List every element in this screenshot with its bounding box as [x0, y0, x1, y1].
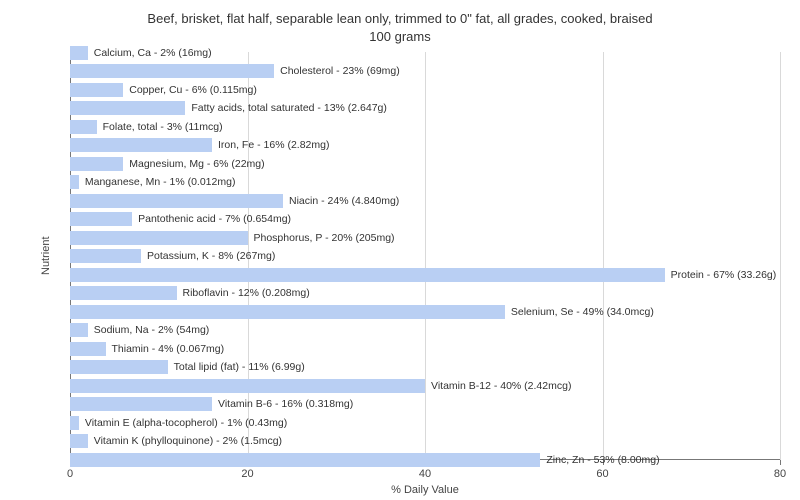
bar-label: Protein - 67% (33.26g) [671, 268, 777, 282]
chart-title-line1: Beef, brisket, flat half, separable lean… [147, 11, 652, 26]
bar-row: Zinc, Zn - 53% (8.00mg) [70, 453, 780, 467]
bar-label: Calcium, Ca - 2% (16mg) [94, 46, 212, 60]
bar [70, 323, 88, 337]
bar [70, 138, 212, 152]
bar-row: Calcium, Ca - 2% (16mg) [70, 46, 780, 60]
bar [70, 64, 274, 78]
bar-label: Folate, total - 3% (11mcg) [103, 120, 223, 134]
bar-label: Pantothenic acid - 7% (0.654mg) [138, 212, 291, 226]
bar-label: Total lipid (fat) - 11% (6.99g) [174, 360, 305, 374]
bar [70, 212, 132, 226]
bar-label: Potassium, K - 8% (267mg) [147, 249, 275, 263]
bar [70, 175, 79, 189]
nutrient-bar-chart: Beef, brisket, flat half, separable lean… [0, 0, 800, 500]
bar-label: Vitamin E (alpha-tocopherol) - 1% (0.43m… [85, 416, 287, 430]
bar-row: Pantothenic acid - 7% (0.654mg) [70, 212, 780, 226]
bar-row: Folate, total - 3% (11mcg) [70, 120, 780, 134]
bar [70, 286, 177, 300]
bar-label: Cholesterol - 23% (69mg) [280, 64, 400, 78]
bar-label: Zinc, Zn - 53% (8.00mg) [546, 453, 659, 467]
bar [70, 268, 665, 282]
bar-label: Copper, Cu - 6% (0.115mg) [129, 83, 257, 97]
bar [70, 453, 540, 467]
bar-label: Manganese, Mn - 1% (0.012mg) [85, 175, 236, 189]
bar-label: Fatty acids, total saturated - 13% (2.64… [191, 101, 387, 115]
x-tick-label: 40 [419, 468, 431, 480]
bar [70, 249, 141, 263]
bar-row: Thiamin - 4% (0.067mg) [70, 342, 780, 356]
bar-row: Vitamin E (alpha-tocopherol) - 1% (0.43m… [70, 416, 780, 430]
chart-title: Beef, brisket, flat half, separable lean… [0, 10, 800, 45]
bar [70, 434, 88, 448]
bar-row: Potassium, K - 8% (267mg) [70, 249, 780, 263]
x-tick-label: 0 [67, 468, 73, 480]
x-tick-label: 80 [774, 468, 786, 480]
bar [70, 157, 123, 171]
bar-label: Riboflavin - 12% (0.208mg) [183, 286, 310, 300]
bar-row: Selenium, Se - 49% (34.0mcg) [70, 305, 780, 319]
bar-row: Vitamin B-12 - 40% (2.42mcg) [70, 379, 780, 393]
bar [70, 46, 88, 60]
x-tick-label: 20 [241, 468, 253, 480]
grid-line [780, 52, 781, 460]
bar-row: Vitamin B-6 - 16% (0.318mg) [70, 397, 780, 411]
chart-title-line2: 100 grams [369, 29, 430, 44]
bar-row: Vitamin K (phylloquinone) - 2% (1.5mcg) [70, 434, 780, 448]
x-axis-label: % Daily Value [70, 484, 780, 496]
bar-row: Protein - 67% (33.26g) [70, 268, 780, 282]
bar [70, 397, 212, 411]
bar-row: Total lipid (fat) - 11% (6.99g) [70, 360, 780, 374]
bar [70, 342, 106, 356]
bar [70, 305, 505, 319]
plot-area: % Daily Value 020406080Calcium, Ca - 2% … [70, 52, 780, 460]
bar-row: Sodium, Na - 2% (54mg) [70, 323, 780, 337]
bar-row: Copper, Cu - 6% (0.115mg) [70, 83, 780, 97]
bar-row: Magnesium, Mg - 6% (22mg) [70, 157, 780, 171]
bar-label: Thiamin - 4% (0.067mg) [112, 342, 225, 356]
bar-row: Niacin - 24% (4.840mg) [70, 194, 780, 208]
bar [70, 194, 283, 208]
bar-label: Vitamin K (phylloquinone) - 2% (1.5mcg) [94, 434, 282, 448]
bar-label: Vitamin B-6 - 16% (0.318mg) [218, 397, 353, 411]
bar [70, 231, 248, 245]
bar-label: Sodium, Na - 2% (54mg) [94, 323, 210, 337]
bar-label: Iron, Fe - 16% (2.82mg) [218, 138, 329, 152]
x-tick-label: 60 [596, 468, 608, 480]
bar [70, 101, 185, 115]
bar-row: Phosphorus, P - 20% (205mg) [70, 231, 780, 245]
bar-row: Iron, Fe - 16% (2.82mg) [70, 138, 780, 152]
bar-label: Selenium, Se - 49% (34.0mcg) [511, 305, 654, 319]
bar [70, 83, 123, 97]
bar [70, 379, 425, 393]
bar-row: Riboflavin - 12% (0.208mg) [70, 286, 780, 300]
bar [70, 360, 168, 374]
bar-label: Magnesium, Mg - 6% (22mg) [129, 157, 264, 171]
bar-row: Manganese, Mn - 1% (0.012mg) [70, 175, 780, 189]
bar-label: Phosphorus, P - 20% (205mg) [254, 231, 395, 245]
bar [70, 416, 79, 430]
bar-label: Niacin - 24% (4.840mg) [289, 194, 399, 208]
bar-row: Cholesterol - 23% (69mg) [70, 64, 780, 78]
bar-row: Fatty acids, total saturated - 13% (2.64… [70, 101, 780, 115]
bar-label: Vitamin B-12 - 40% (2.42mcg) [431, 379, 571, 393]
x-tick [780, 460, 781, 465]
y-axis-label: Nutrient [40, 236, 52, 275]
bar [70, 120, 97, 134]
